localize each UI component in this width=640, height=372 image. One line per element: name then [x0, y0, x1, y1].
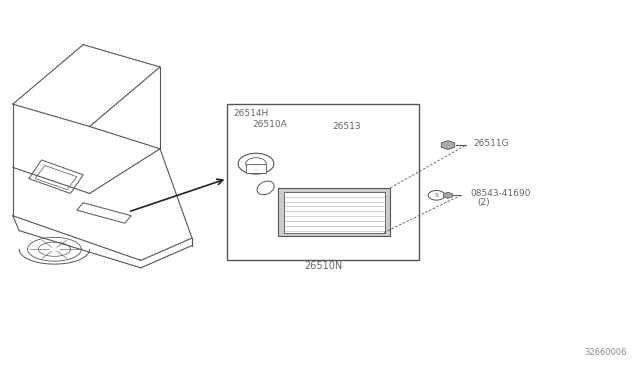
- Bar: [278, 188, 390, 236]
- Polygon shape: [442, 141, 454, 150]
- Bar: [246, 164, 266, 173]
- Text: 26514H: 26514H: [234, 109, 269, 118]
- Bar: [227, 104, 419, 260]
- Text: 26511G: 26511G: [474, 139, 509, 148]
- Text: 08543-41690: 08543-41690: [470, 189, 531, 198]
- Text: S: S: [435, 193, 438, 198]
- Text: 26510A: 26510A: [253, 120, 287, 129]
- Bar: [284, 192, 385, 232]
- Text: 26510N: 26510N: [304, 261, 342, 271]
- Text: (2): (2): [477, 198, 490, 207]
- Text: 32660006: 32660006: [585, 348, 627, 357]
- Polygon shape: [444, 192, 452, 198]
- Text: 26513: 26513: [333, 122, 362, 131]
